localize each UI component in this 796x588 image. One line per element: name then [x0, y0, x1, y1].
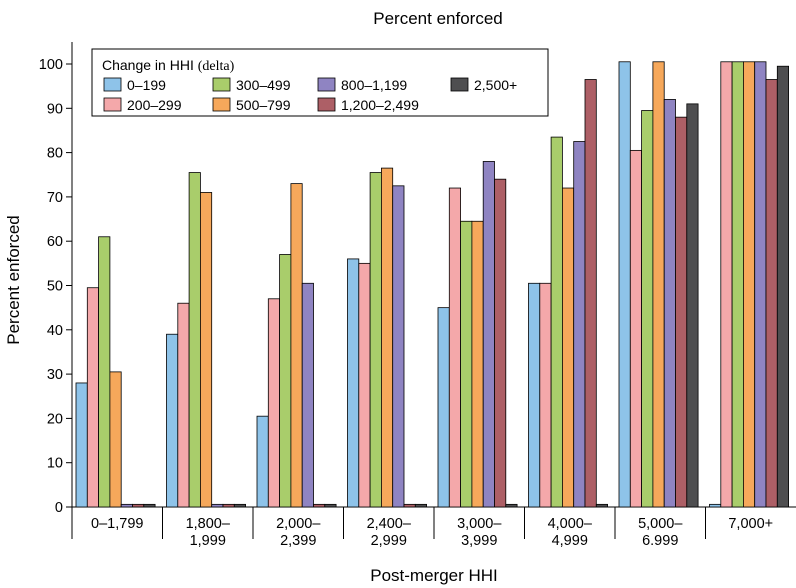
bar — [132, 503, 145, 508]
legend-label: 300–499 — [236, 77, 291, 93]
bar — [109, 371, 122, 508]
bar — [595, 503, 608, 508]
bar — [776, 65, 789, 508]
legend-swatch — [103, 77, 122, 92]
bar — [743, 61, 756, 508]
legend-swatch — [103, 97, 122, 112]
y-tick-label: 20 — [47, 411, 63, 427]
bar — [584, 79, 597, 508]
bar — [754, 61, 767, 508]
y-tick-label: 40 — [47, 323, 63, 339]
x-tick-label: 4,000– 4,999 — [548, 516, 593, 549]
bar — [188, 172, 201, 508]
legend-swatch — [317, 77, 336, 92]
bar — [347, 258, 360, 508]
bar — [267, 298, 280, 508]
legend-swatch — [317, 97, 336, 112]
bar — [528, 282, 541, 508]
legend-label: 200–299 — [127, 97, 182, 113]
x-tick-label: 2,400– 2,999 — [367, 516, 412, 549]
bar — [460, 220, 473, 508]
bar — [720, 61, 733, 508]
legend-swatch — [212, 77, 231, 92]
bar — [256, 415, 269, 508]
y-tick-label: 80 — [47, 146, 63, 162]
legend-label: 800–1,199 — [341, 77, 407, 93]
legend-label: 0–199 — [127, 77, 166, 93]
y-axis-title: Percent enforced — [4, 215, 23, 344]
legend-label: 2,500+ — [474, 77, 517, 93]
y-tick-label: 100 — [39, 57, 63, 73]
x-tick-label: 1,800– 1,999 — [186, 516, 231, 549]
bar — [222, 503, 235, 508]
bar — [539, 282, 552, 508]
bar — [120, 503, 133, 508]
bar — [686, 103, 699, 508]
bar — [709, 503, 722, 508]
x-tick-label: 3,000– 3,999 — [457, 516, 502, 549]
bar — [494, 178, 507, 508]
bar — [86, 287, 100, 508]
y-tick-label: 60 — [47, 234, 63, 250]
bar — [448, 187, 461, 508]
bar — [324, 503, 337, 508]
legend-label: 500–799 — [236, 97, 291, 113]
legend-swatch — [212, 97, 231, 112]
bar — [211, 503, 224, 508]
bar — [166, 333, 179, 508]
bar — [290, 183, 303, 508]
bar — [380, 167, 394, 508]
x-axis-title: Post-merger HHI — [370, 566, 498, 585]
bar — [233, 503, 247, 508]
bar — [177, 302, 190, 508]
y-tick-label: 10 — [47, 456, 63, 472]
plot-area: 0 10 20 30 40 50 60 70 80 90 100 0–1,799 1,800– 1,999… — [39, 42, 796, 549]
y-tick-label: 50 — [47, 279, 63, 295]
bar — [98, 236, 111, 508]
bar — [505, 503, 518, 508]
bar — [731, 61, 744, 508]
bar — [675, 116, 688, 508]
legend: Change in HHI (delta) 0–199 200–299 300–499… — [91, 48, 549, 117]
bar — [143, 503, 156, 508]
bar — [75, 382, 88, 508]
bar — [392, 185, 405, 508]
bar — [641, 110, 654, 508]
chart-title: Percent enforced — [373, 9, 502, 28]
bar — [414, 503, 427, 508]
bar — [663, 99, 676, 508]
x-tick-label: 7,000+ — [728, 516, 773, 532]
bar — [765, 79, 778, 508]
x-tick-label: 0–1,799 — [91, 516, 143, 532]
bar — [562, 187, 575, 508]
bar — [199, 192, 213, 508]
bar — [629, 149, 642, 508]
legend-swatch — [450, 77, 469, 92]
bar — [437, 307, 450, 508]
y-tick-label: 30 — [47, 367, 63, 383]
x-tick-label: 2,000– 2,399 — [276, 516, 321, 549]
bar — [482, 161, 495, 508]
x-tick-label: 5,000– 6.999 — [638, 516, 683, 549]
bar — [358, 262, 371, 508]
bar — [279, 254, 292, 508]
bar — [652, 61, 665, 508]
bar — [618, 61, 631, 508]
bar — [550, 136, 563, 508]
bar — [369, 172, 382, 508]
y-tick-label: 90 — [47, 101, 63, 117]
bar — [313, 503, 326, 508]
legend-label: 1,200–2,499 — [341, 97, 419, 113]
bar — [301, 282, 314, 508]
legend-title: Change in HHI (delta) — [102, 57, 235, 74]
y-tick-label: 70 — [47, 190, 63, 206]
bar — [573, 141, 586, 508]
bar — [403, 503, 416, 508]
bar — [471, 220, 484, 508]
y-tick-label: 0 — [55, 500, 63, 516]
